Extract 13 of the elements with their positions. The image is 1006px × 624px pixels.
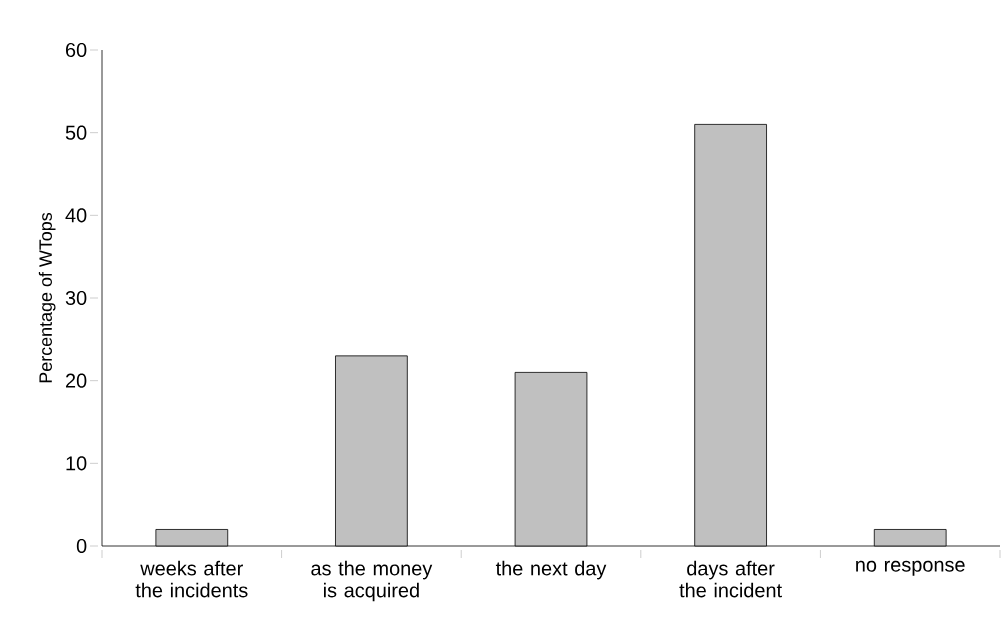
x-tick-label: days after the incident xyxy=(679,560,782,598)
y-tick-label: 0 xyxy=(76,538,87,554)
x-tick-label: as the money is acquired xyxy=(311,560,433,602)
y-tick-label: 20 xyxy=(66,373,87,388)
y-tick-label: 10 xyxy=(66,456,87,471)
x-tick-label: weeks after the incidents xyxy=(135,560,248,598)
y-tick-label: 60 xyxy=(66,42,87,58)
x-tick-label: the next day xyxy=(495,560,607,580)
x-tick-label: no response xyxy=(856,560,965,576)
y-tick-label: 30 xyxy=(65,290,87,306)
y-axis-title: Percentage of WTops xyxy=(38,212,56,383)
y-tick-label: 50 xyxy=(65,125,87,140)
y-tick-label: 40 xyxy=(65,208,87,223)
